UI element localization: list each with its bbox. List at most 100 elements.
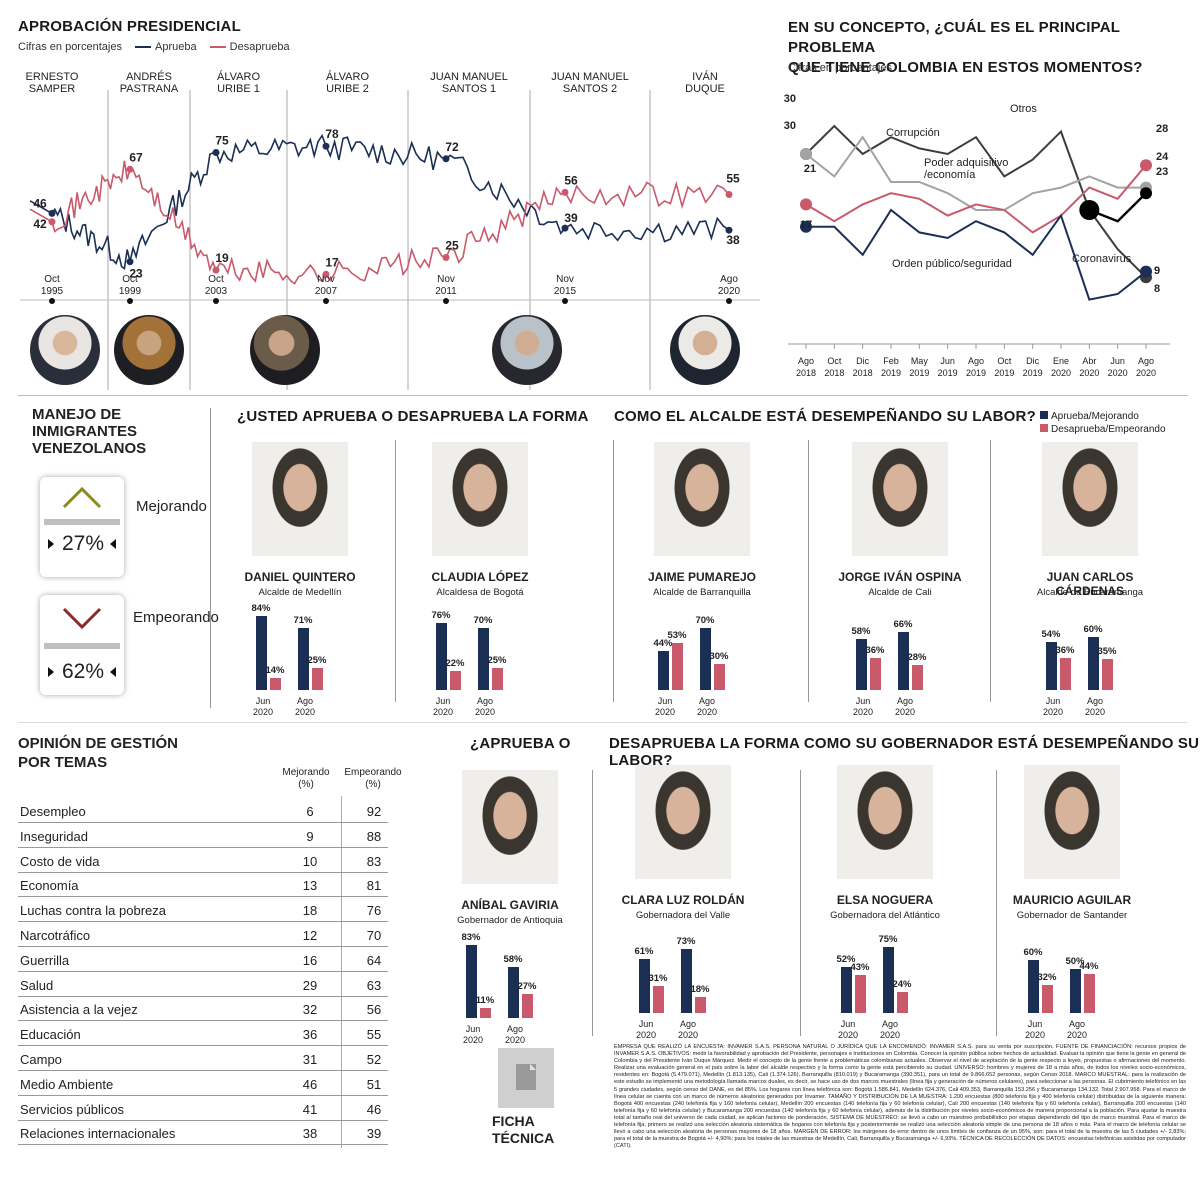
topic-improving: 18 bbox=[302, 903, 318, 919]
governor-photo bbox=[635, 765, 731, 879]
topic-improving: 38 bbox=[302, 1126, 318, 1142]
mayor-group: JORGE IVÁN OSPINA Alcalde de Cali 58% 36% 66… bbox=[830, 442, 970, 722]
migrants-better-label: Mejorando bbox=[136, 498, 207, 515]
end-value-label: 28 bbox=[1156, 123, 1168, 135]
end-value-label: 9 bbox=[1154, 265, 1160, 277]
problem-chart: Ago 2018 Oct 2018 Dic 2018 Feb 2019 May 2019 Jun 20… bbox=[784, 93, 1170, 378]
governor-divider bbox=[800, 770, 801, 1036]
table-row: Desempleo 6 92 bbox=[18, 798, 388, 823]
aprueba-point bbox=[561, 224, 569, 232]
bar-category-label: Jun 2020 bbox=[432, 696, 454, 717]
topics-title: OPINIÓN DE GESTIÓN POR TEMAS bbox=[18, 735, 179, 771]
topic-improving: 41 bbox=[302, 1101, 318, 1117]
desaprueba-legend-swatch bbox=[209, 46, 226, 49]
disapprove-bar bbox=[492, 668, 503, 690]
governor-name: MAURICIO AGUILAR bbox=[1012, 893, 1132, 907]
governor-divider bbox=[592, 770, 593, 1036]
disapprove-bar bbox=[912, 665, 923, 690]
bar-category-label: Jun 2020 bbox=[1042, 696, 1064, 717]
bar-value-label: 28% bbox=[907, 652, 927, 664]
mayor-role: Alcalde de Medellín bbox=[258, 587, 342, 598]
table-row: Guerrilla 16 64 bbox=[18, 947, 388, 972]
orden-publico-label: Orden público/seguridad bbox=[892, 258, 1012, 270]
bar-category-label: Jun 2020 bbox=[462, 1024, 484, 1045]
mayor-name: JAIME PUMAREJO bbox=[647, 570, 757, 584]
topic-name: Costo de vida bbox=[20, 853, 100, 869]
document-icon bbox=[516, 1064, 536, 1090]
end-value-label: 24 bbox=[1156, 151, 1169, 163]
topic-improving: 32 bbox=[302, 1002, 318, 1018]
pres-legend: Cifras en porcentajes Aprueba Desaprueba bbox=[18, 41, 290, 53]
bar-value-label: 83% bbox=[461, 931, 481, 943]
bar-value-label: 60% bbox=[1083, 624, 1103, 636]
governor-name: ELSA NOGUERA bbox=[836, 893, 934, 907]
topic-improving: 36 bbox=[302, 1027, 318, 1043]
topic-improving: 6 bbox=[306, 804, 314, 819]
desaprueba-point bbox=[126, 165, 134, 173]
bar-category-label: Jun 2020 bbox=[252, 696, 274, 717]
table-row: Salud 29 63 bbox=[18, 972, 388, 997]
problem-title-line2: QUE TIENE COLOMBIA EN ESTOS MOMENTOS? bbox=[788, 59, 1143, 76]
series-end-point bbox=[1140, 159, 1152, 172]
date-label: Nov 2015 bbox=[554, 274, 577, 297]
legend-approve: Aprueba/Mejorando bbox=[1040, 410, 1166, 423]
president-name: JUAN MANUEL SANTOS 1 bbox=[430, 71, 508, 95]
x-tick-label: Ene 2020 bbox=[1051, 356, 1071, 378]
series-end-point bbox=[1140, 187, 1152, 200]
mayor-photo bbox=[654, 442, 750, 556]
x-tick-label: Ago 2019 bbox=[966, 356, 986, 378]
table-row: Costo de vida 10 83 bbox=[18, 848, 388, 873]
disapprove-bar bbox=[870, 658, 881, 690]
bar-value-label: 73% bbox=[676, 935, 696, 947]
disapprove-bar bbox=[855, 975, 866, 1013]
bar-category-label: Jun 2020 bbox=[852, 696, 874, 717]
topic-worsening: 64 bbox=[366, 952, 382, 968]
topic-worsening: 55 bbox=[366, 1027, 382, 1043]
approve-bar bbox=[658, 651, 669, 690]
bar-value-label: 36% bbox=[865, 645, 885, 657]
desaprueba-point bbox=[48, 218, 56, 226]
ficha-title: FICHA TÉCNICA bbox=[492, 1113, 555, 1146]
desaprueba-point bbox=[561, 188, 569, 196]
mayor-divider bbox=[613, 440, 614, 702]
pres-title: APROBACIÓN PRESIDENCIAL bbox=[18, 18, 241, 35]
topic-name: Campo bbox=[20, 1052, 62, 1067]
topic-improving: 46 bbox=[302, 1076, 318, 1092]
date-label: Oct 2003 bbox=[205, 274, 228, 297]
x-tick-label: May 2019 bbox=[909, 356, 929, 378]
governor-group: ANÍBAL GAVIRIA Gobernador de Antioquia 83%… bbox=[440, 770, 580, 1050]
problem-series-line bbox=[805, 135, 1146, 211]
president-name: ANDRÉS PASTRANA bbox=[120, 70, 179, 95]
date-marker bbox=[213, 298, 219, 304]
gov-title-left: ¿APRUEBA O bbox=[470, 735, 571, 752]
date-label: Ago 2020 bbox=[718, 274, 741, 297]
governor-group: MAURICIO AGUILAR Gobernador de Santander 6… bbox=[1002, 765, 1142, 1045]
table-row: Economía 13 81 bbox=[18, 872, 388, 898]
approve-bar bbox=[700, 628, 711, 690]
approve-bar bbox=[508, 966, 519, 1018]
bar-category-label: Ago 2020 bbox=[894, 696, 916, 717]
approve-bar bbox=[1028, 960, 1039, 1013]
chevron-up-icon bbox=[62, 486, 102, 509]
top-divider bbox=[18, 395, 1188, 396]
desaprueba-point bbox=[442, 254, 450, 261]
x-tick-label: Dic 2018 bbox=[853, 356, 873, 378]
bar-value-label: 32% bbox=[1037, 971, 1057, 983]
series-start-point bbox=[800, 220, 812, 233]
disapprove-bar bbox=[312, 668, 323, 690]
governor-group: ELSA NOGUERA Gobernadora del Atlántico 52%… bbox=[815, 765, 955, 1045]
desaprueba-point bbox=[725, 191, 733, 198]
migrants-better-bar bbox=[44, 519, 120, 525]
migrants-worse-value: 62% bbox=[62, 660, 105, 683]
table-row: Campo 31 52 bbox=[18, 1046, 388, 1071]
desaprueba-value-label: 42 bbox=[33, 217, 47, 231]
start-value-label: 17 bbox=[800, 219, 812, 231]
ficha-text: EMPRESA QUE REALIZÓ LA ENCUESTA: INVAMER… bbox=[614, 1044, 1186, 1150]
approve-bar bbox=[856, 638, 867, 690]
coronavirus-marker bbox=[1079, 200, 1100, 220]
bar-category-label: Ago 2020 bbox=[294, 696, 316, 717]
governor-group: CLARA LUZ ROLDÁN Gobernadora del Valle 61%… bbox=[613, 765, 753, 1045]
disapprove-bar bbox=[1042, 984, 1053, 1013]
desaprueba-legend-label: Desaprueba bbox=[229, 41, 290, 53]
approve-bar bbox=[841, 967, 852, 1013]
